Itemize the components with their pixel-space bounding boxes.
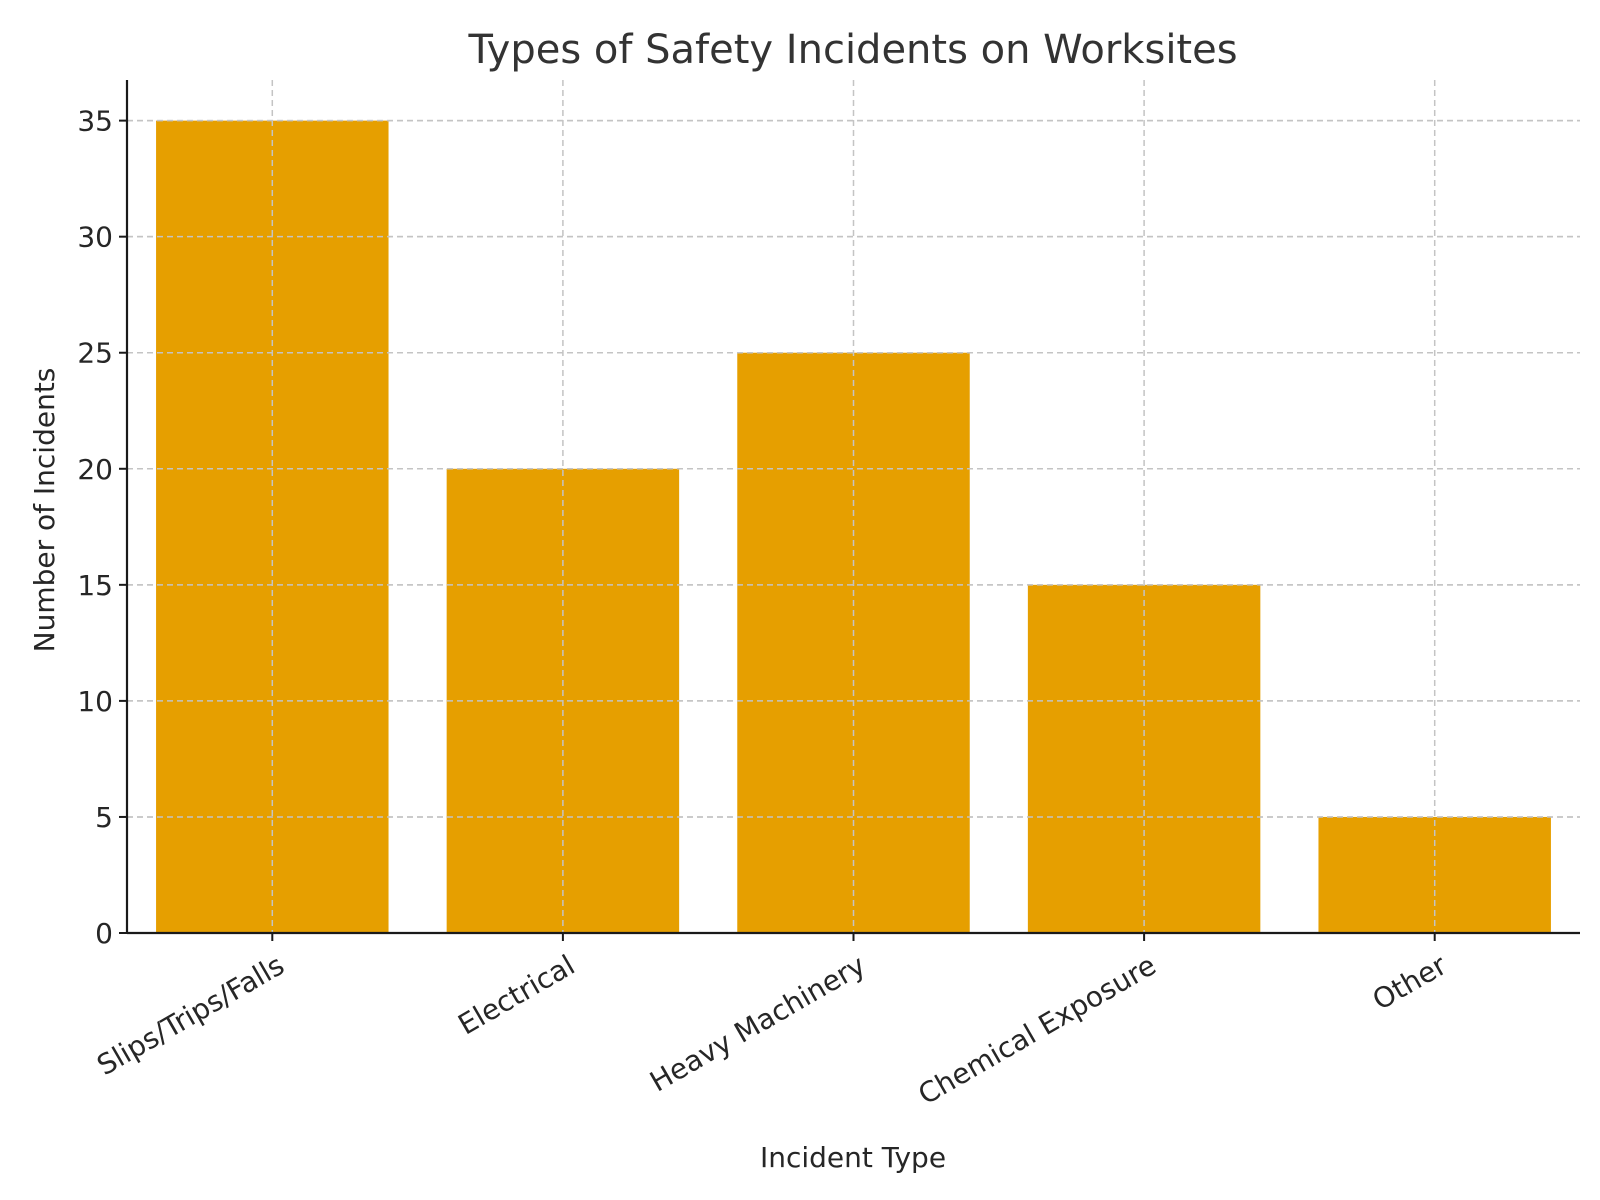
- y-tick-label: 35: [77, 105, 113, 138]
- chart-title: Types of Safety Incidents on Worksites: [467, 27, 1237, 73]
- y-tick-label: 5: [95, 801, 113, 834]
- y-tick-label: 30: [77, 221, 113, 254]
- y-tick-label: 0: [95, 917, 113, 950]
- x-tick-label: Electrical: [452, 948, 580, 1041]
- y-tick-label: 10: [77, 685, 113, 718]
- x-tick-label: Other: [1367, 948, 1453, 1017]
- x-tick-label: Chemical Exposure: [913, 948, 1162, 1111]
- y-gridlines-overlay: [127, 119, 1580, 818]
- x-tick-label: Heavy Machinery: [644, 948, 871, 1098]
- y-axis-label: Number of Incidents: [28, 368, 61, 653]
- y-tick-label: 25: [77, 337, 113, 370]
- x-axis-label: Incident Type: [760, 1141, 946, 1174]
- y-tick-label: 15: [77, 569, 113, 602]
- bar: [156, 120, 389, 934]
- x-tick-label: Slips/Trips/Falls: [91, 948, 289, 1082]
- y-tick-label: 20: [77, 453, 113, 486]
